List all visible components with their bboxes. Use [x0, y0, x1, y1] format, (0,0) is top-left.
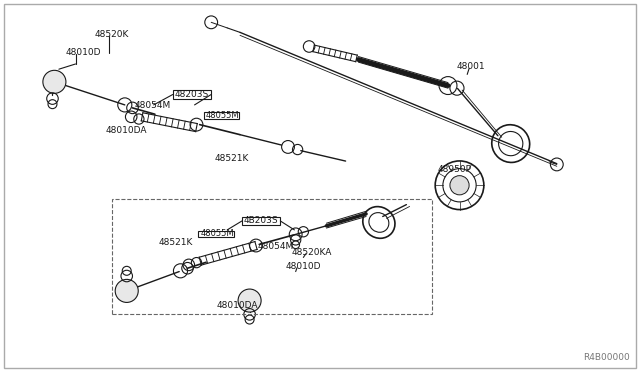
- Circle shape: [450, 176, 469, 195]
- Text: 48520K: 48520K: [94, 30, 129, 39]
- Circle shape: [238, 289, 261, 312]
- Bar: [173, 90, 211, 99]
- Text: 48520KA: 48520KA: [292, 248, 332, 257]
- Text: 48055M: 48055M: [205, 111, 239, 120]
- Bar: [204, 112, 239, 119]
- Text: 48054M: 48054M: [134, 101, 171, 110]
- Text: 48010DA: 48010DA: [216, 301, 258, 310]
- Bar: [198, 231, 234, 237]
- Text: 48521K: 48521K: [159, 238, 193, 247]
- Text: 48010D: 48010D: [285, 262, 321, 271]
- Text: 48054M: 48054M: [258, 242, 294, 251]
- Text: 48001: 48001: [456, 62, 485, 71]
- Text: 4B203S: 4B203S: [244, 216, 278, 225]
- Circle shape: [115, 279, 138, 302]
- Circle shape: [43, 70, 66, 93]
- Bar: [242, 217, 280, 225]
- Text: 48950P: 48950P: [437, 165, 471, 174]
- Bar: [112, 199, 432, 314]
- Text: R4B00000: R4B00000: [583, 353, 630, 362]
- Text: 48010DA: 48010DA: [106, 126, 147, 135]
- Text: 48055M: 48055M: [200, 230, 234, 238]
- Text: 48203S: 48203S: [175, 90, 209, 99]
- Text: 48521K: 48521K: [214, 154, 249, 163]
- Text: 48010D: 48010D: [65, 48, 100, 57]
